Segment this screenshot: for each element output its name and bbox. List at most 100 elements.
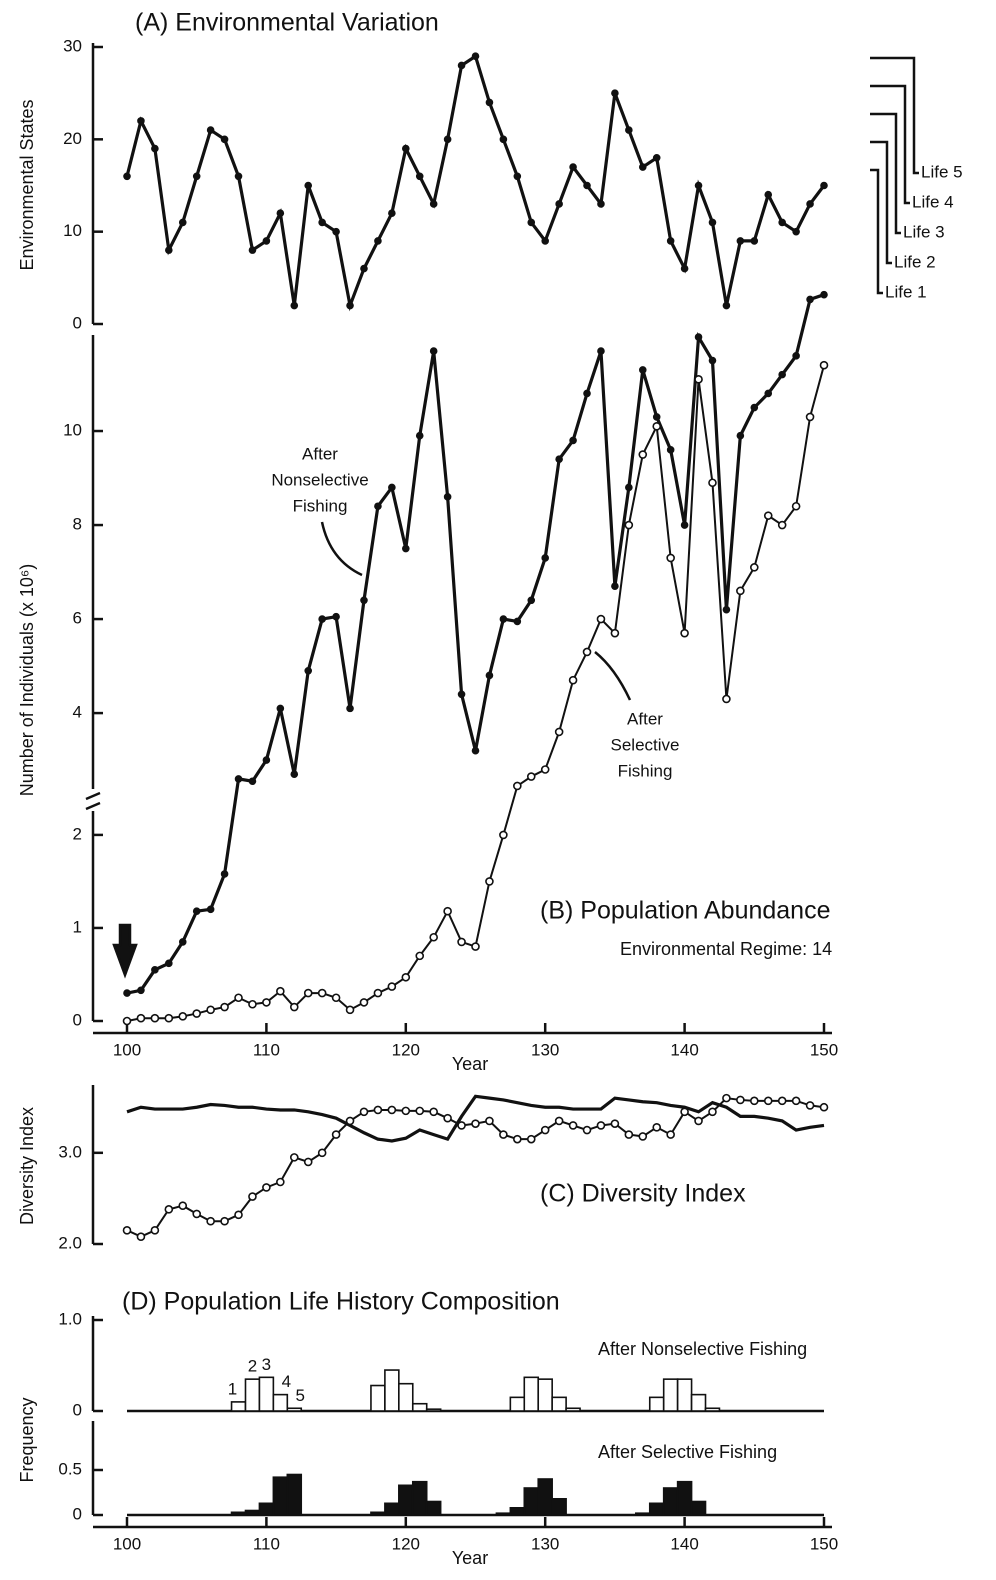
data-point bbox=[206, 905, 215, 914]
y-tick-label: 0 bbox=[73, 1010, 82, 1029]
bar-label: 1 bbox=[228, 1379, 237, 1398]
bar bbox=[704, 1407, 721, 1412]
y-tick-label: 10 bbox=[63, 221, 82, 240]
y-tick-label: 10 bbox=[63, 421, 82, 440]
data-point bbox=[625, 483, 633, 492]
data-point bbox=[192, 907, 201, 916]
data-point bbox=[443, 493, 452, 501]
data-point bbox=[485, 98, 494, 107]
data-point bbox=[499, 135, 508, 144]
x-tick-label: 140 bbox=[670, 1534, 698, 1553]
data-point bbox=[373, 1105, 383, 1115]
series-line bbox=[126, 293, 825, 995]
life-label: Life 5 bbox=[921, 162, 963, 181]
data-point bbox=[457, 937, 466, 947]
data-point bbox=[234, 775, 243, 783]
data-point bbox=[638, 450, 648, 459]
annotation: Fishing bbox=[293, 496, 348, 515]
annotation: Nonselective bbox=[271, 470, 368, 489]
panel-title: (A) Environmental Variation bbox=[135, 9, 439, 37]
data-point bbox=[749, 563, 759, 572]
annotation-arrow bbox=[594, 651, 632, 701]
y-tick-label: 30 bbox=[63, 36, 82, 55]
data-point bbox=[373, 988, 383, 998]
panel-title: (D) Population Life History Composition bbox=[122, 1288, 560, 1316]
data-point bbox=[164, 1205, 174, 1214]
data-point bbox=[666, 446, 675, 454]
data-point bbox=[443, 906, 452, 916]
data-point bbox=[262, 998, 271, 1007]
bar bbox=[244, 1509, 261, 1516]
data-point bbox=[806, 200, 814, 208]
axis-break bbox=[85, 791, 101, 811]
data-point bbox=[360, 596, 368, 605]
bar bbox=[272, 1393, 289, 1412]
data-point bbox=[722, 301, 731, 310]
y-axis-label: Frequency bbox=[17, 1397, 37, 1482]
data-point bbox=[763, 1096, 773, 1106]
data-point bbox=[555, 200, 563, 208]
data-point bbox=[234, 1210, 243, 1220]
y-tick-label: 8 bbox=[73, 515, 82, 534]
panel-subtitle: After Selective Fishing bbox=[598, 1442, 777, 1462]
data-point bbox=[331, 993, 341, 1003]
data-point bbox=[540, 1125, 550, 1135]
data-point bbox=[526, 772, 536, 781]
data-point bbox=[429, 200, 438, 208]
data-point bbox=[749, 1096, 759, 1106]
data-point bbox=[805, 1101, 815, 1110]
data-point bbox=[164, 1013, 174, 1023]
life-bracket bbox=[870, 168, 883, 295]
y-axis-label: Diversity Index bbox=[17, 1107, 37, 1225]
data-point bbox=[415, 172, 424, 181]
data-point bbox=[596, 614, 606, 624]
bar-label: 5 bbox=[296, 1386, 305, 1405]
data-point bbox=[303, 988, 313, 998]
data-point bbox=[708, 356, 717, 365]
data-point bbox=[151, 144, 159, 153]
data-point bbox=[680, 1107, 689, 1117]
data-point bbox=[652, 154, 661, 162]
data-point bbox=[638, 366, 647, 374]
data-point bbox=[708, 478, 717, 488]
bar bbox=[551, 1498, 567, 1516]
data-point bbox=[638, 1132, 648, 1141]
data-point bbox=[359, 1107, 369, 1117]
data-point bbox=[680, 264, 689, 273]
data-point bbox=[513, 1134, 522, 1144]
data-point bbox=[346, 704, 354, 713]
data-point bbox=[178, 938, 187, 946]
bar bbox=[411, 1402, 428, 1412]
data-point bbox=[457, 61, 466, 70]
data-point bbox=[513, 172, 522, 181]
data-point bbox=[820, 290, 828, 299]
data-point bbox=[429, 1107, 438, 1117]
bar bbox=[230, 1511, 247, 1516]
x-axis-label: Year bbox=[452, 1054, 488, 1074]
data-point bbox=[764, 389, 773, 398]
data-point bbox=[806, 295, 814, 304]
data-point bbox=[248, 1192, 257, 1201]
bar bbox=[648, 1502, 665, 1516]
data-point bbox=[791, 1096, 801, 1106]
bar bbox=[648, 1396, 665, 1412]
data-point bbox=[248, 999, 257, 1009]
x-tick-label: 110 bbox=[253, 1040, 280, 1059]
data-point bbox=[206, 126, 215, 134]
bar bbox=[537, 1378, 553, 1412]
data-point bbox=[611, 582, 619, 590]
data-point bbox=[317, 1148, 327, 1158]
data-point bbox=[388, 483, 396, 492]
data-point bbox=[554, 1116, 564, 1126]
bar bbox=[662, 1487, 679, 1516]
data-point bbox=[513, 617, 522, 626]
data-point bbox=[374, 502, 382, 511]
data-point bbox=[708, 1107, 717, 1117]
data-point bbox=[276, 209, 285, 217]
data-point bbox=[597, 200, 605, 208]
bar-label: 2 bbox=[248, 1357, 257, 1376]
data-point bbox=[526, 1134, 536, 1144]
data-point bbox=[694, 375, 703, 384]
y-tick-label: 2 bbox=[73, 824, 82, 843]
